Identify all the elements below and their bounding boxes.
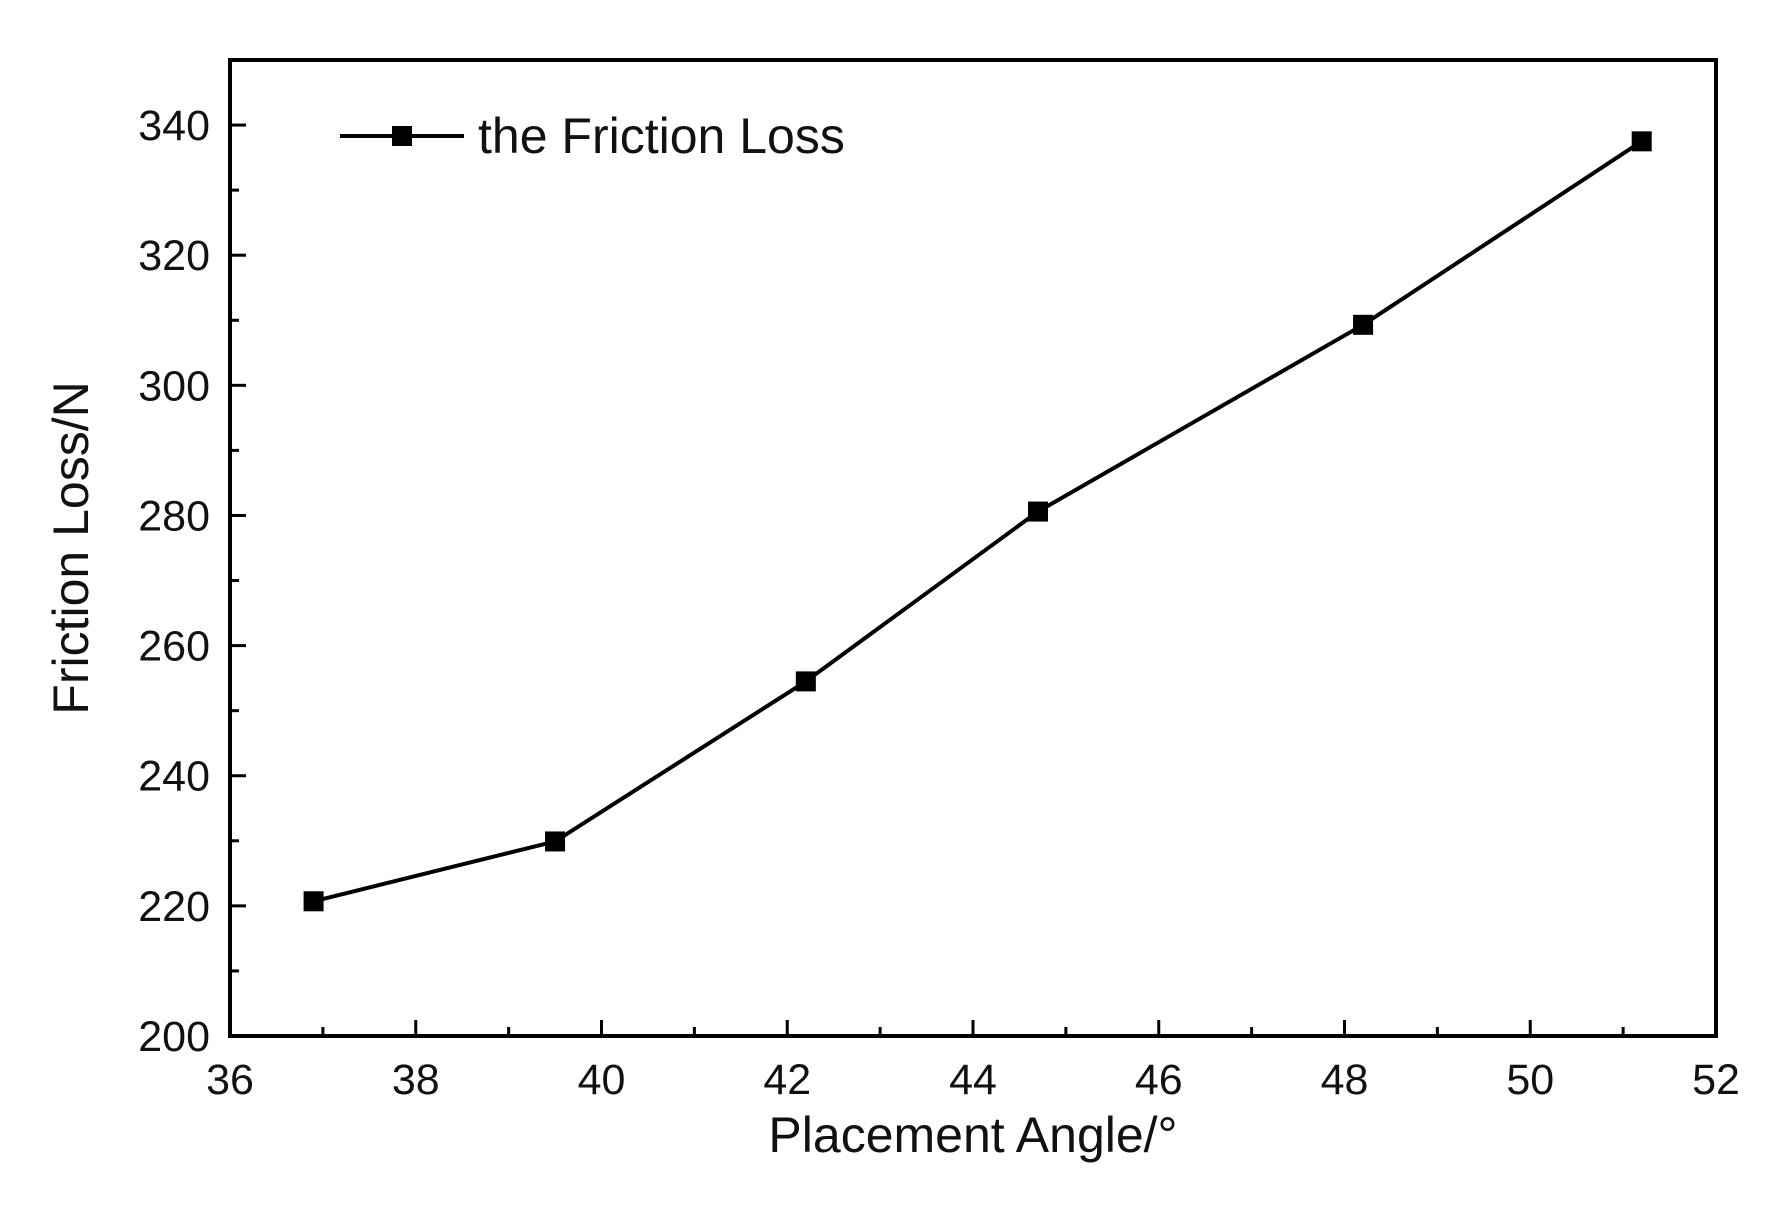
y-tick-label: 200 (138, 1013, 210, 1061)
x-tick-label: 40 (578, 1056, 626, 1104)
legend-marker-square (392, 126, 412, 146)
y-axis-title: Friction Loss/N (43, 381, 99, 714)
plot-frame (228, 58, 1718, 1038)
data-point-marker (1631, 131, 1652, 152)
y-tick-label: 220 (138, 883, 210, 931)
y-tick-label: 300 (138, 362, 210, 410)
y-tick-label: 260 (138, 623, 210, 671)
data-point-marker (303, 891, 324, 912)
x-tick-label: 50 (1506, 1056, 1554, 1104)
x-tick-label: 38 (392, 1056, 440, 1104)
data-point-marker (795, 671, 816, 692)
x-tick-label: 48 (1321, 1056, 1369, 1104)
x-tick-label: 36 (206, 1056, 254, 1104)
x-tick-label: 42 (763, 1056, 811, 1104)
data-point-marker (545, 831, 566, 852)
data-point-marker (1028, 501, 1049, 522)
plot-layer: 36 38 40 42 44 46 48 50 52 200 220 240 260 280 300 320 3… (138, 58, 1740, 1104)
x-tick-label: 52 (1692, 1056, 1740, 1104)
legend-label: the Friction Loss (478, 108, 845, 164)
y-tick-label: 340 (138, 102, 210, 150)
series-line (313, 139, 1643, 904)
x-axis-title: Placement Angle/° (768, 1107, 1177, 1163)
y-tick-label: 320 (138, 232, 210, 280)
data-point-marker (1353, 314, 1374, 335)
x-tick-label: 46 (1135, 1056, 1183, 1104)
x-tick-label: 44 (949, 1056, 997, 1104)
legend: the Friction Loss (340, 108, 845, 164)
y-tick-label: 240 (138, 753, 210, 801)
y-tick-label: 280 (138, 492, 210, 540)
